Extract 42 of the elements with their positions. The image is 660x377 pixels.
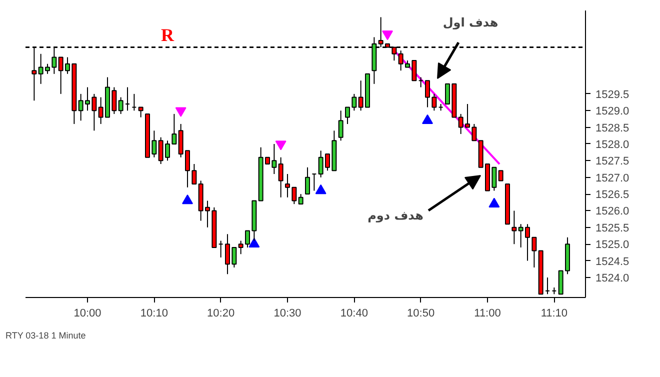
annotation: هدف اول (442, 16, 498, 30)
point (182, 194, 193, 204)
y-tick-label: 1527.5 (596, 156, 630, 168)
point (488, 198, 500, 208)
y-tick-label: 1524.0 (596, 272, 630, 284)
candlestick (118, 96, 124, 114)
text: RTY 03-18 1 Minute (6, 330, 86, 340)
candlestick (512, 210, 517, 245)
ref-line-label: R (161, 25, 175, 46)
y-tick-label: 1524.5 (596, 256, 630, 268)
annotation: هدف دوم (368, 208, 424, 222)
point (175, 107, 186, 117)
x-tick-label: 10:50 (407, 308, 435, 320)
candlestick (278, 156, 284, 198)
y-tick-label: 1528.0 (596, 138, 630, 151)
candlestick (338, 110, 344, 142)
x-tick-label: 10:20 (207, 308, 235, 320)
candlestick (285, 174, 290, 198)
candlestick (292, 186, 297, 205)
point (248, 238, 260, 248)
y-tick-label: 1526.5 (596, 189, 630, 202)
point (315, 184, 326, 194)
x-tick-label: 10:40 (340, 308, 368, 320)
y-tick-label: 1525.5 (596, 222, 630, 234)
x-tick-label: 11:00 (474, 308, 501, 320)
point (382, 30, 393, 40)
candlestick (298, 194, 304, 205)
x-tick-label: 10:30 (274, 308, 302, 320)
point (422, 114, 433, 124)
x-tick-label: 10:00 (74, 308, 102, 320)
x-tick-label: 10:10 (140, 308, 168, 320)
y-tick-label: 1528.5 (596, 122, 630, 134)
candlestick (138, 106, 144, 118)
y-tick-label: 1529.5 (596, 88, 630, 101)
candlestick (532, 236, 537, 268)
y-tick-label: 1525.0 (596, 239, 630, 252)
x-tick-label: 11:10 (540, 308, 568, 320)
candlestick (305, 166, 310, 195)
y-tick-label: 1529.0 (596, 106, 630, 118)
y-tick-label: 1527.0 (596, 172, 630, 184)
y-tick-label: 1526.0 (596, 206, 630, 218)
candlestick (498, 170, 504, 182)
